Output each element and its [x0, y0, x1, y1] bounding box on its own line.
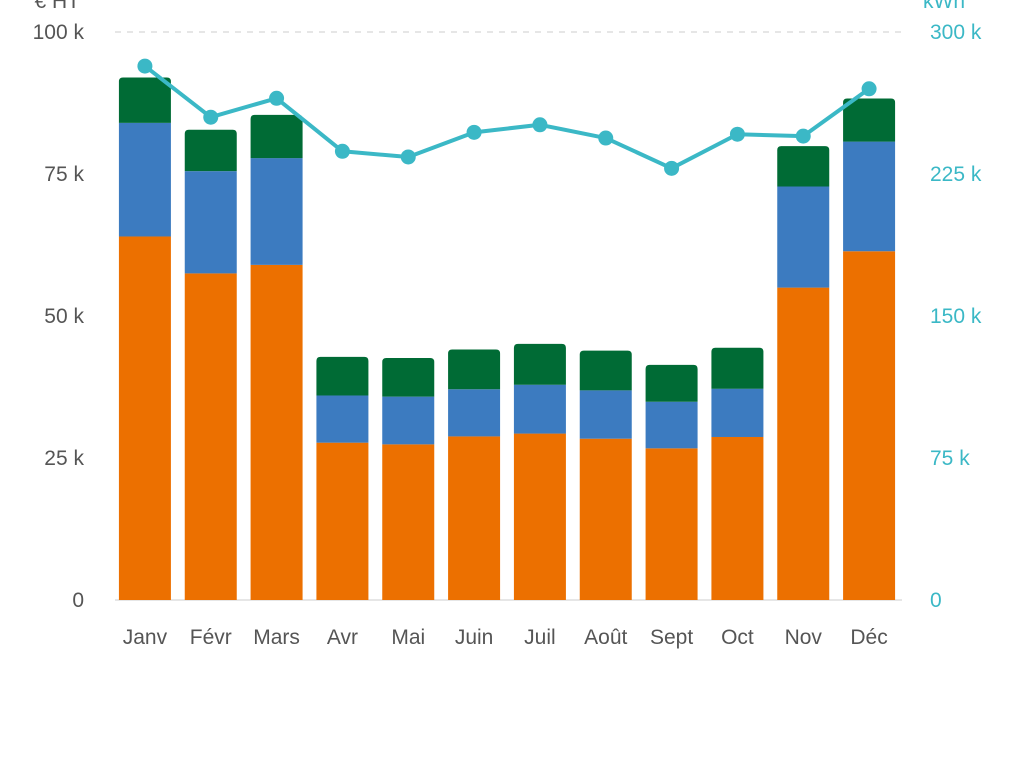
bar-segment: [184, 129, 237, 172]
kwh-point: [466, 124, 482, 140]
bar-segment: [382, 444, 435, 600]
bar-segment: [843, 251, 896, 601]
bar-segment: [843, 141, 896, 252]
bar-segment: [316, 442, 369, 600]
bar-segment: [184, 273, 237, 600]
bar-segment: [711, 436, 764, 600]
bar-segment: [513, 384, 566, 434]
bar-segment: [316, 356, 369, 396]
bar-segment: [250, 158, 303, 265]
kwh-point: [598, 130, 614, 146]
bar-segment: [316, 395, 369, 443]
bar-segment: [513, 343, 566, 385]
left-tick-label: 0: [72, 589, 84, 612]
kwh-point: [137, 58, 153, 74]
bar-segment: [579, 390, 632, 439]
left-axis-ticks: 0 25 k 50 k 75 k 100 k: [33, 21, 85, 612]
right-tick-label: 300 k: [930, 21, 982, 44]
right-axis-ticks: 0 75 k 150 k 225 k 300 k: [930, 21, 982, 612]
left-tick-label: 100 k: [33, 21, 85, 44]
bar-segment: [645, 401, 698, 449]
x-tick-label: Déc: [850, 626, 887, 649]
right-axis-label: kWh: [923, 0, 965, 13]
bar-segment: [579, 438, 632, 600]
bar-segment: [777, 287, 830, 600]
bar-series: [118, 77, 896, 601]
kwh-point: [334, 143, 350, 159]
x-tick-label: Mars: [253, 626, 300, 649]
bar-segment: [645, 448, 698, 600]
kwh-point: [861, 81, 877, 97]
x-tick-label: Oct: [721, 626, 754, 649]
bar-segment: [118, 122, 171, 237]
kwh-point: [400, 149, 416, 165]
bar-segment: [448, 389, 501, 437]
bar-segment: [711, 347, 764, 389]
bar-segment: [118, 77, 171, 123]
bar-segment: [382, 396, 435, 445]
bar-segment: [843, 98, 896, 142]
x-tick-label: Janv: [123, 626, 168, 649]
x-tick-label: Août: [584, 626, 627, 649]
bar-segment: [184, 171, 237, 274]
bar-segment: [777, 146, 830, 187]
kwh-point: [203, 109, 219, 125]
kwh-line: [143, 64, 871, 171]
x-tick-label: Mai: [391, 626, 425, 649]
bar-segment: [711, 388, 764, 437]
kwh-point: [664, 160, 680, 176]
x-tick-label: Juin: [455, 626, 494, 649]
right-tick-label: 225 k: [930, 163, 982, 186]
x-tick-label: Nov: [785, 626, 823, 649]
x-tick-label: Juil: [524, 626, 556, 649]
bar-segment: [448, 349, 501, 390]
kwh-point: [269, 90, 285, 106]
kwh-point: [795, 128, 811, 144]
left-tick-label: 25 k: [44, 447, 84, 470]
right-tick-label: 0: [930, 589, 942, 612]
x-tick-label: Sept: [650, 626, 693, 649]
kwh-point: [729, 126, 745, 142]
left-tick-label: 50 k: [44, 305, 84, 328]
left-tick-label: 75 k: [44, 163, 84, 186]
x-axis-ticks: Janv Févr Mars Avr Mai Juin Juil Août Sept Oct Nov…: [123, 626, 888, 649]
line-series: [137, 58, 877, 176]
right-tick-label: 150 k: [930, 305, 982, 328]
bar-segment: [513, 433, 566, 600]
bar-segment: [448, 436, 501, 600]
right-tick-label: 75 k: [930, 447, 970, 470]
kwh-point: [532, 117, 548, 133]
bar-segment: [250, 264, 303, 600]
x-tick-label: Févr: [190, 626, 232, 649]
x-tick-label: Avr: [327, 626, 358, 649]
left-axis-label: € HT: [34, 0, 80, 13]
bar-segment: [250, 114, 303, 159]
bar-segment: [645, 364, 698, 402]
bar-segment: [777, 186, 830, 288]
bar-segment: [382, 358, 435, 397]
bar-segment: [579, 350, 632, 391]
bar-segment: [118, 236, 171, 601]
